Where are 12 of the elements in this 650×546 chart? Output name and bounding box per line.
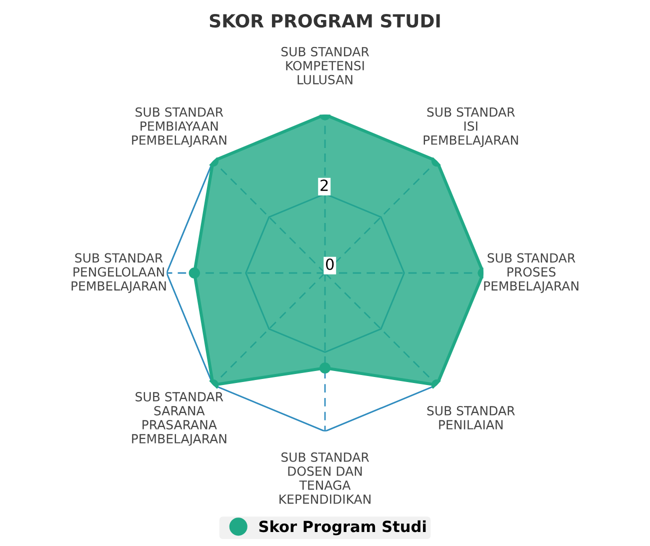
spoke-label: SUB STANDAR KOMPETENSI LULUSAN [281,46,370,84]
spoke-label: SUB STANDAR PEMBIAYAAN PEMBELAJARAN [132,107,226,148]
spoke-label: SUB STANDAR PROSES PEMBELAJARAN [484,253,578,293]
legend-label: Skor Program Studi [259,520,426,536]
spoke-label: SUB STANDAR ISI PEMBELAJARAN [424,107,518,148]
y-tick-label: 0 [326,258,334,270]
spoke-label: SUB STANDAR SARANA PRASARANA PEMBELAJARAN [132,392,226,446]
chart-title: SKOR PROGRAM STUDI [210,14,440,28]
y-tick-label: 2 [320,180,328,191]
spoke-label: SUB STANDAR PENGELOLAAN PEMBELAJARAN [72,253,166,293]
spoke-label: SUB STANDAR PENILAIAN [427,406,515,430]
spoke-label: SUB STANDAR DOSEN DAN TENAGA KEPENDIDIKAN [280,452,370,504]
